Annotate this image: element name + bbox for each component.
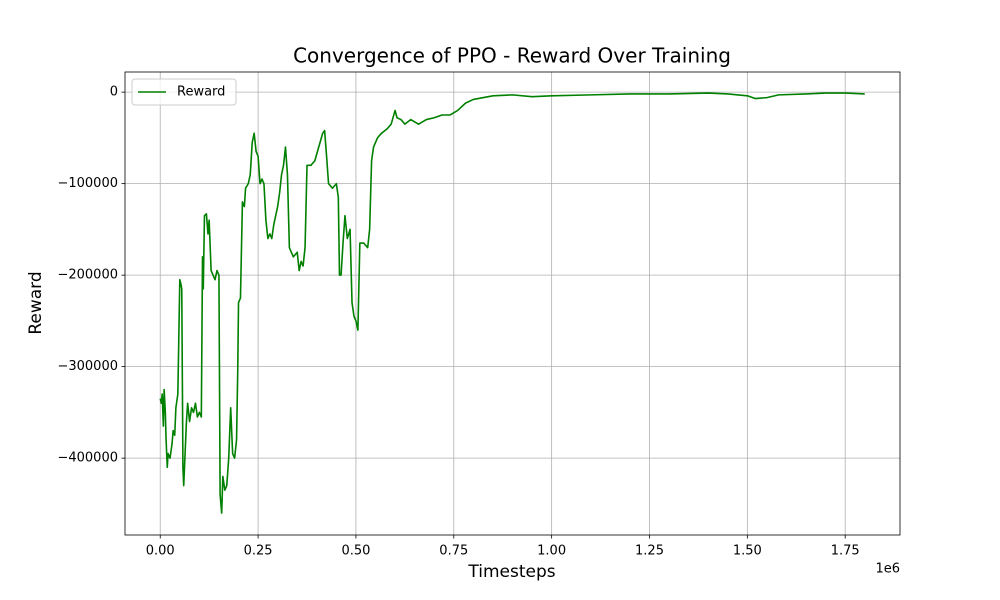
x-tick-label: 1.50	[733, 544, 762, 559]
y-tick-label: −300000	[57, 359, 118, 374]
axes-frame	[124, 71, 901, 536]
x-axis-label: Timesteps	[467, 562, 555, 582]
chart-title: Convergence of PPO - Reward Over Trainin…	[293, 44, 731, 68]
y-axis-label: Reward	[26, 271, 46, 334]
x-offset-label: 1e6	[875, 562, 900, 577]
x-tick-label: 0.25	[244, 544, 273, 559]
y-tick-label: 0	[110, 85, 118, 100]
y-tick-label: −400000	[57, 451, 118, 466]
x-tick-label: 0.50	[341, 544, 370, 559]
legend-label: Reward	[177, 85, 225, 100]
x-tick-label: 1.00	[537, 544, 566, 559]
x-tick-label: 1.25	[635, 544, 664, 559]
x-tick-label: 0.00	[146, 544, 175, 559]
y-tick-label: −100000	[57, 176, 118, 191]
line-series	[159, 92, 865, 514]
x-tick-label: 1.75	[831, 544, 860, 559]
legend-box	[131, 78, 237, 106]
y-tick-label: −200000	[57, 268, 118, 283]
x-tick-label: 0.75	[439, 544, 468, 559]
